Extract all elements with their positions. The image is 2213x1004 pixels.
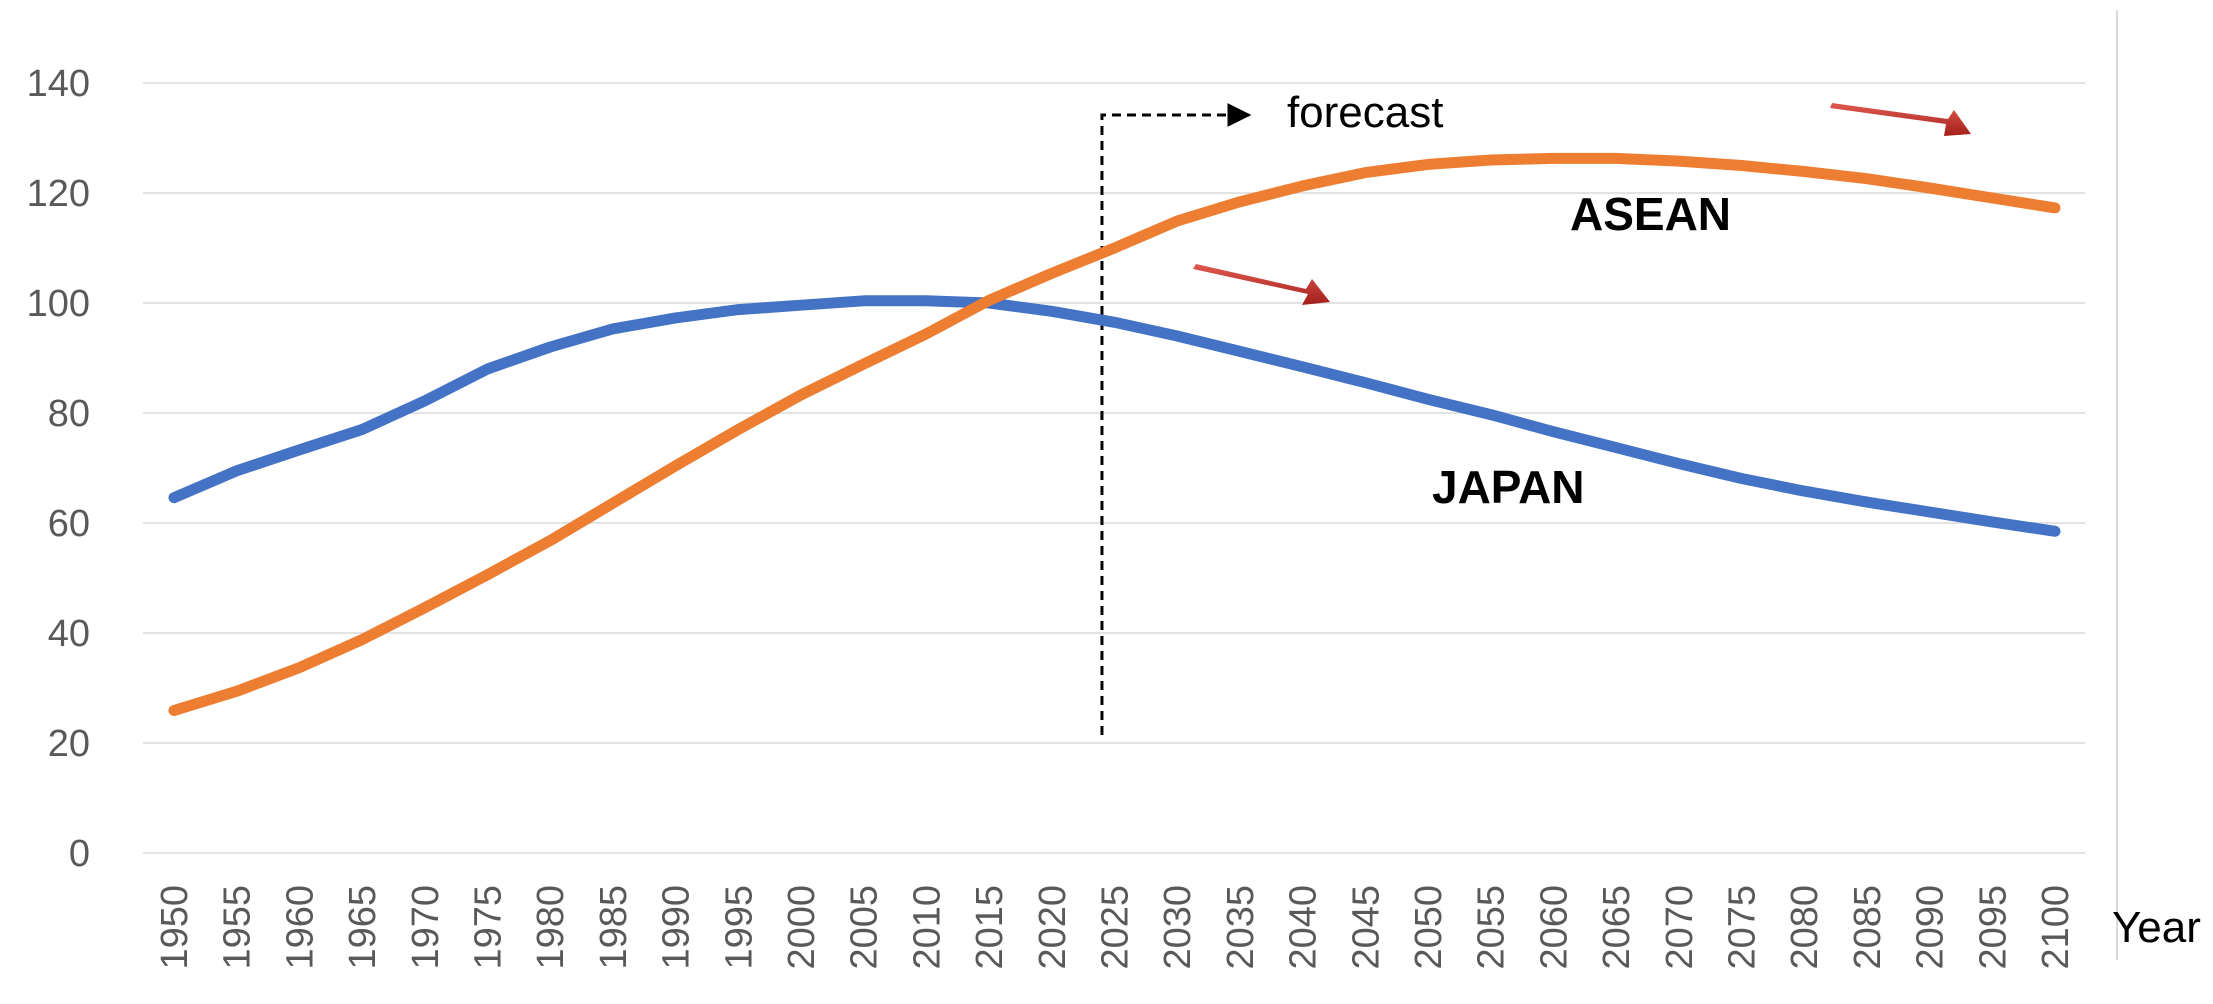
x-tick-label: 1970	[405, 885, 447, 970]
gridlines	[143, 82, 2085, 854]
x-tick-label: 1965	[342, 885, 384, 970]
x-tick-label: 2065	[1596, 885, 1638, 970]
x-tick-label: 2095	[1972, 885, 2014, 970]
y-tick-label: 100	[27, 283, 90, 325]
x-tick-label: 2045	[1345, 885, 1387, 970]
x-tick-label: 2050	[1408, 885, 1450, 970]
x-tick-label: 2015	[969, 885, 1011, 970]
x-tick-label: 2040	[1283, 885, 1325, 970]
forecast-label: forecast	[1287, 88, 1444, 137]
y-tick-label: 60	[48, 503, 90, 545]
x-tick-label: 2090	[1910, 885, 1952, 970]
x-tick-label: 2080	[1784, 885, 1826, 970]
x-tick-label: 2030	[1157, 885, 1199, 970]
x-tick-label: 1960	[279, 885, 321, 970]
x-tick-label: 2020	[1032, 885, 1074, 970]
x-axis-ticks: 1950 1955 1960 1965 1970 1975 1980 1985 1990 1995…	[154, 885, 2077, 970]
series-label-japan: JAPAN	[1432, 461, 1585, 513]
y-tick-label: 140	[27, 63, 90, 105]
x-tick-label: 1985	[593, 885, 635, 970]
x-tick-label: 2070	[1659, 885, 1701, 970]
y-tick-label: 120	[27, 173, 90, 215]
x-tick-label: 2000	[781, 885, 823, 970]
x-tick-label: 1975	[468, 885, 510, 970]
x-tick-label: 1950	[154, 885, 196, 970]
x-tick-label: 2060	[1533, 885, 1575, 970]
forecast-divider-line	[1100, 103, 1252, 735]
x-tick-label: 2055	[1471, 885, 1513, 970]
x-tick-label: 1995	[718, 885, 760, 970]
trend-arrows	[1193, 103, 1971, 305]
x-tick-label: 1990	[656, 885, 698, 970]
x-tick-label: 1955	[217, 885, 259, 970]
x-tick-label: 2035	[1220, 885, 1262, 970]
x-tick-label: 2075	[1722, 885, 1764, 970]
y-tick-label: 0	[69, 833, 90, 875]
y-axis-ticks: 0 20 40 60 80 100 120 140	[27, 63, 90, 875]
series-lines	[168, 152, 2061, 716]
x-axis-label: Year	[2112, 903, 2201, 952]
series-line-asean	[168, 152, 2061, 716]
x-tick-label: 2100	[2035, 885, 2077, 970]
x-tick-label: 2085	[1847, 885, 1889, 970]
x-tick-label: 2005	[844, 885, 886, 970]
trend-arrow-icon	[1830, 103, 1971, 136]
trend-arrow-icon	[1193, 264, 1330, 305]
y-tick-label: 20	[48, 723, 90, 765]
series-label-asean: ASEAN	[1570, 188, 1731, 240]
y-tick-label: 40	[48, 613, 90, 655]
y-tick-label: 80	[48, 393, 90, 435]
x-tick-label: 1980	[530, 885, 572, 970]
series-line-japan	[168, 295, 2061, 537]
x-tick-label: 2010	[906, 885, 948, 970]
forecast-marker: forecast	[1100, 88, 1444, 735]
x-tick-label: 2025	[1095, 885, 1137, 970]
